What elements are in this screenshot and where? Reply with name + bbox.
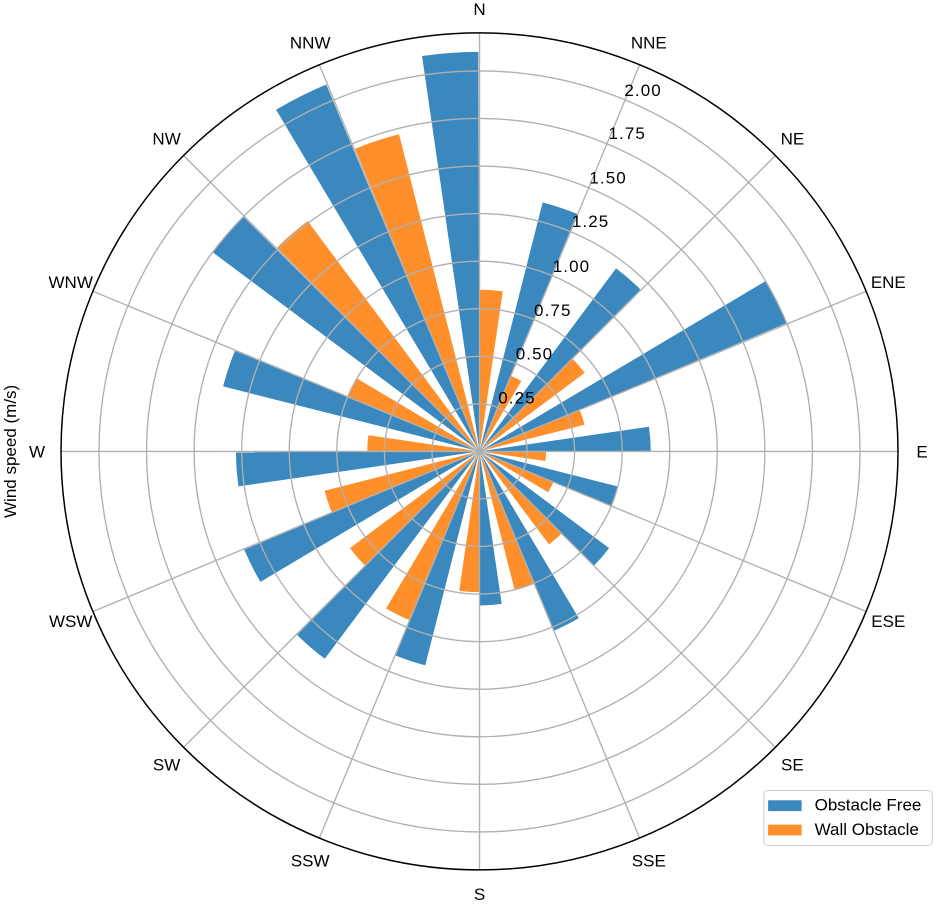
- svg-text:NNE: NNE: [631, 34, 667, 53]
- svg-text:0.25: 0.25: [498, 388, 536, 407]
- svg-text:1.25: 1.25: [572, 212, 610, 231]
- svg-text:NNW: NNW: [290, 34, 331, 53]
- svg-text:ENE: ENE: [871, 273, 906, 292]
- svg-text:0.75: 0.75: [534, 301, 572, 320]
- svg-text:SW: SW: [153, 755, 180, 774]
- svg-text:SE: SE: [781, 755, 804, 774]
- svg-text:SSE: SSE: [632, 851, 666, 870]
- svg-text:NW: NW: [152, 130, 180, 149]
- svg-text:NE: NE: [781, 130, 805, 149]
- svg-text:Obstacle Free: Obstacle Free: [815, 796, 922, 815]
- svg-text:WNW: WNW: [49, 273, 93, 292]
- svg-text:WSW: WSW: [49, 612, 92, 631]
- svg-text:E: E: [916, 443, 927, 462]
- svg-text:1.75: 1.75: [608, 124, 646, 143]
- svg-text:1.00: 1.00: [553, 257, 591, 276]
- svg-text:W: W: [29, 443, 45, 462]
- svg-text:2.00: 2.00: [624, 81, 662, 100]
- svg-text:Wall Obstacle: Wall Obstacle: [815, 820, 919, 839]
- svg-text:Wind speed (m/s): Wind speed (m/s): [1, 385, 20, 518]
- svg-text:ESE: ESE: [871, 612, 905, 631]
- svg-text:0.50: 0.50: [516, 345, 554, 364]
- svg-text:1.50: 1.50: [589, 168, 627, 187]
- svg-text:S: S: [474, 885, 485, 904]
- svg-text:SSW: SSW: [291, 851, 330, 870]
- svg-text:N: N: [473, 0, 485, 19]
